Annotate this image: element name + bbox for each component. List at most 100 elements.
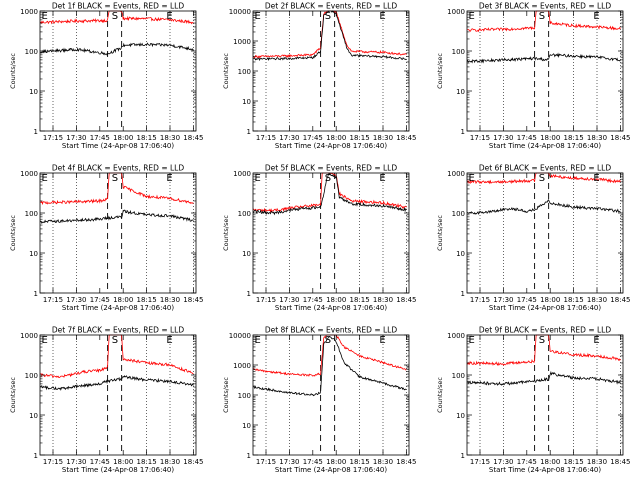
y-axis-label: Counts/sec (9, 53, 17, 89)
y-tick-label: 10 (456, 88, 465, 96)
x-tick-label: 18:30 (373, 458, 393, 466)
panel-title: Det 7f BLACK = Events, RED = LLD (52, 326, 185, 335)
event-marker-e: E (593, 11, 599, 22)
panel-6: 1 10 100 1000 17:15 17:30 17:45 18:00 18:15 18:30… (436, 164, 630, 313)
y-tick-label: 1 (247, 452, 251, 460)
x-axis-label: Start Time (24-Apr-08 17:06:40) (489, 142, 601, 150)
x-tick-label: 17:45 (303, 458, 323, 466)
y-tick-label: 100 (452, 210, 465, 218)
x-axis-label: Start Time (24-Apr-08 17:06:40) (62, 466, 174, 474)
x-tick-label: 18:00 (326, 458, 346, 466)
event-marker-e: E (379, 173, 385, 184)
y-tick-label: 10 (242, 250, 251, 258)
x-tick-label: 18:00 (113, 458, 133, 466)
x-tick-label: 17:30 (279, 134, 299, 142)
series-black-events (467, 199, 621, 215)
panel-1: 1 10 100 1000 17:15 17:30 17:45 18:00 18:15 18:30… (9, 2, 203, 151)
x-tick-label: 17:30 (493, 134, 513, 142)
event-marker-e: E (255, 11, 261, 22)
x-tick-label: 18:30 (587, 134, 607, 142)
x-axis-label: Start Time (24-Apr-08 17:06:40) (275, 304, 387, 312)
panel-2: 1 10 100 1000 10000 17:15 17:30 17:45 18:00 18:15… (222, 2, 416, 151)
y-tick-label: 10 (29, 250, 38, 258)
plot-frame (466, 334, 624, 456)
event-marker-e: E (379, 11, 385, 22)
y-tick-label: 10 (242, 98, 251, 106)
y-tick-label: 10 (456, 250, 465, 258)
y-tick-label: 100 (452, 372, 465, 380)
event-marker-e: E (166, 335, 172, 346)
x-tick-label: 17:45 (90, 296, 110, 304)
y-tick-label: 100 (238, 68, 251, 76)
y-tick-label: 10 (29, 88, 38, 96)
x-tick-label: 17:30 (279, 296, 299, 304)
x-tick-label: 17:15 (470, 134, 490, 142)
plot-frame (252, 172, 410, 294)
panel-title: Det 2f BLACK = Events, RED = LLD (265, 2, 398, 11)
y-axis-label: Counts/sec (9, 377, 17, 413)
x-tick-label: 18:45 (610, 296, 630, 304)
event-marker-s: S (112, 173, 118, 184)
x-tick-label: 18:45 (396, 458, 416, 466)
x-tick-label: 17:30 (66, 134, 86, 142)
event-marker-e: E (255, 173, 261, 184)
plot-frame (252, 334, 410, 456)
x-tick-label: 17:30 (66, 296, 86, 304)
y-tick-label: 1000 (233, 170, 251, 178)
x-tick-label: 18:00 (540, 296, 560, 304)
x-tick-label: 18:15 (564, 296, 584, 304)
x-tick-label: 18:45 (610, 134, 630, 142)
x-tick-label: 18:15 (137, 134, 157, 142)
series-black-events (40, 42, 194, 56)
y-tick-label: 1 (34, 128, 38, 136)
event-marker-e: E (166, 173, 172, 184)
y-tick-label: 1 (461, 452, 465, 460)
y-tick-label: 100 (25, 210, 38, 218)
y-tick-label: 10000 (229, 8, 251, 16)
x-tick-label: 18:45 (610, 458, 630, 466)
y-axis-label: Counts/sec (436, 377, 444, 413)
y-tick-label: 1 (461, 128, 465, 136)
x-tick-label: 18:00 (113, 296, 133, 304)
x-tick-label: 18:00 (113, 134, 133, 142)
plot-frame (466, 10, 624, 132)
event-marker-e: E (469, 173, 475, 184)
y-tick-label: 100 (452, 48, 465, 56)
panel-title: Det 6f BLACK = Events, RED = LLD (479, 164, 612, 173)
y-axis-label: Counts/sec (222, 377, 230, 413)
y-tick-label: 1000 (20, 8, 38, 16)
series-black-events (253, 172, 407, 216)
event-marker-e: E (379, 335, 385, 346)
event-marker-s: S (539, 335, 545, 346)
event-marker-s: S (112, 11, 118, 22)
x-tick-label: 17:15 (256, 134, 276, 142)
event-marker-s: S (539, 173, 545, 184)
x-tick-label: 18:15 (350, 296, 370, 304)
x-tick-label: 17:30 (279, 458, 299, 466)
event-marker-s: S (112, 335, 118, 346)
plot-frame (466, 172, 624, 294)
panel-title: Det 4f BLACK = Events, RED = LLD (52, 164, 185, 173)
event-marker-e: E (469, 335, 475, 346)
y-tick-label: 10 (242, 422, 251, 430)
series-black-events (253, 336, 407, 397)
y-tick-label: 1 (461, 290, 465, 298)
y-tick-label: 1 (247, 290, 251, 298)
x-tick-label: 18:00 (326, 134, 346, 142)
x-tick-label: 18:30 (587, 296, 607, 304)
y-tick-label: 100 (25, 48, 38, 56)
panel-4: 1 10 100 1000 17:15 17:30 17:45 18:00 18:15 18:30… (9, 164, 203, 313)
series-black-events (467, 370, 621, 386)
x-axis-label: Start Time (24-Apr-08 17:06:40) (62, 142, 174, 150)
series-black-events (40, 375, 194, 391)
y-tick-label: 1 (247, 128, 251, 136)
x-tick-label: 18:45 (183, 296, 203, 304)
x-tick-label: 18:45 (183, 134, 203, 142)
event-marker-e: E (469, 11, 475, 22)
event-marker-s: S (325, 11, 331, 22)
x-tick-label: 18:00 (540, 134, 560, 142)
series-black-events (40, 209, 194, 224)
series-black-events (467, 52, 621, 64)
event-marker-s: S (325, 173, 331, 184)
panel-title: Det 8f BLACK = Events, RED = LLD (265, 326, 398, 335)
